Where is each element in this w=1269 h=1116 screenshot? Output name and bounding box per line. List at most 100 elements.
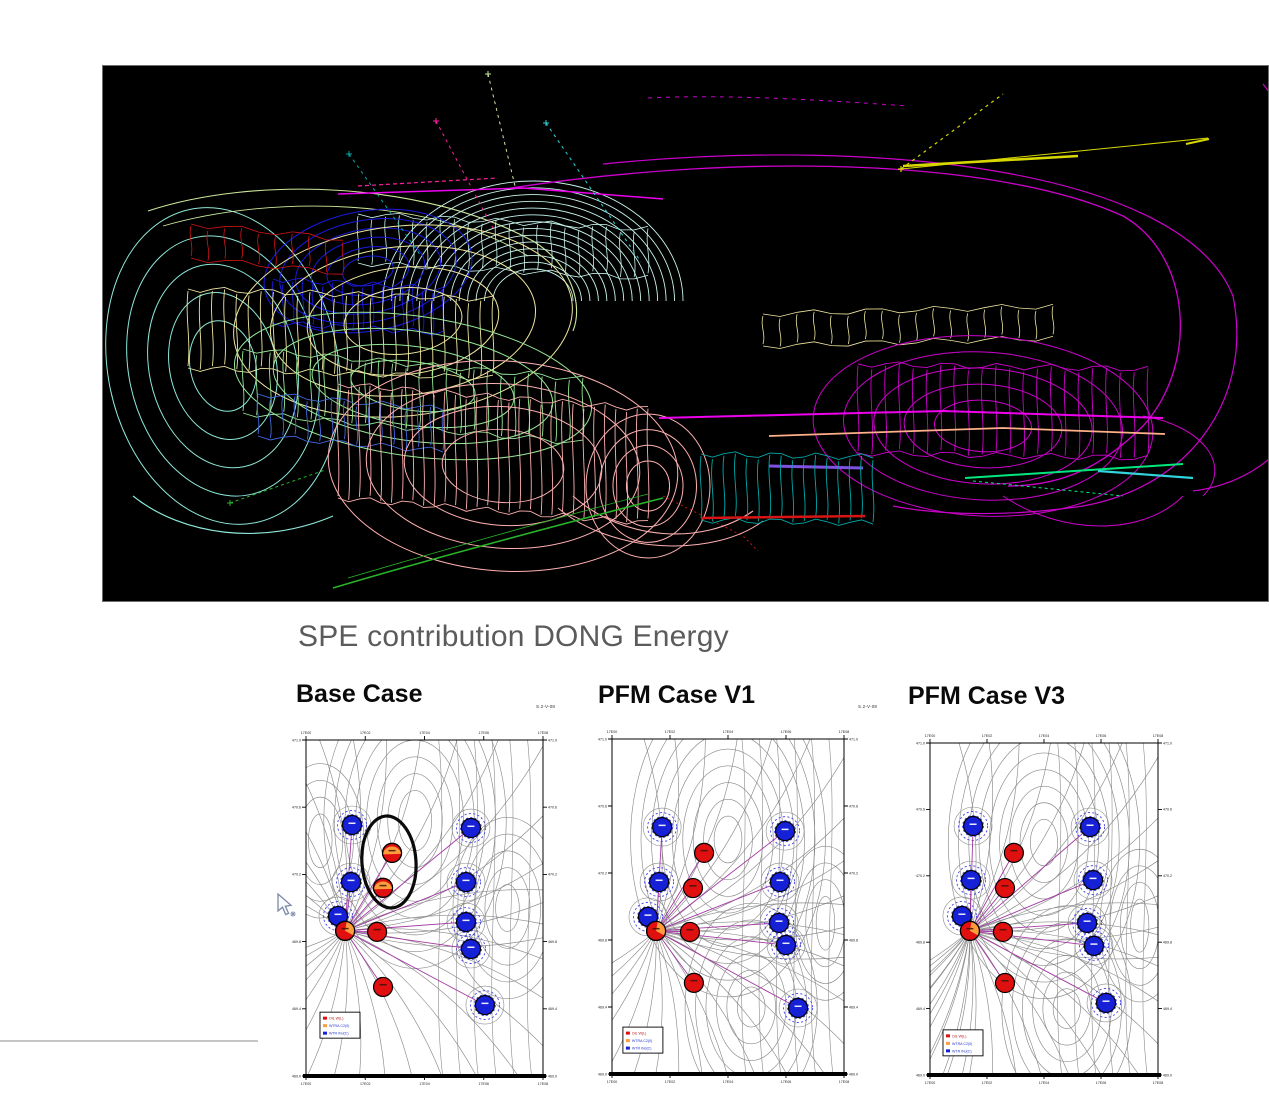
svg-text:17E08: 17E08 xyxy=(1153,734,1163,738)
injector-well xyxy=(455,912,477,933)
injector-halo xyxy=(1091,988,1121,1018)
injector-well xyxy=(960,870,982,891)
svg-text:WTR INJ(C): WTR INJ(C) xyxy=(632,1047,652,1051)
plot-pfm-v1: OIL W(L)WTRA C2(0)WTR INJ(C)17E0017E0017… xyxy=(598,730,858,1084)
svg-text:471.0: 471.0 xyxy=(849,737,858,741)
injector-well xyxy=(787,997,809,1019)
svg-text:WTR INJ(C): WTR INJ(C) xyxy=(329,1032,349,1036)
wells xyxy=(327,814,496,1016)
injector-well xyxy=(1079,816,1101,838)
svg-text:470.6: 470.6 xyxy=(292,806,301,810)
streamlines xyxy=(306,740,543,1076)
injector-halo xyxy=(1095,992,1117,1014)
svg-text:17E06: 17E06 xyxy=(1096,734,1106,738)
svg-text:469.4: 469.4 xyxy=(1163,1007,1172,1011)
svg-text:469.0: 469.0 xyxy=(1163,1073,1172,1077)
injector-halo xyxy=(775,934,797,956)
producer-well xyxy=(683,972,704,993)
injector-well xyxy=(1082,870,1104,891)
injector-well xyxy=(768,912,790,934)
svg-text:470.2: 470.2 xyxy=(1163,874,1172,878)
svg-text:469.8: 469.8 xyxy=(1163,941,1172,945)
svg-text:470.6: 470.6 xyxy=(916,808,925,812)
plot-base-case: OIL W(L)WTRA C2(0)WTR INJ(C)17E0017E0017… xyxy=(292,731,557,1086)
injector-halo xyxy=(456,934,486,964)
producer-well xyxy=(679,921,701,943)
plot-stamp-base-case: S.2-V-08 xyxy=(536,704,556,709)
producer-well xyxy=(1003,842,1025,863)
svg-text:469.0: 469.0 xyxy=(598,1072,607,1076)
svg-text:469.8: 469.8 xyxy=(598,938,607,942)
plot-legend: OIL W(L) WTRA C2(0) WTR INJ(C) xyxy=(622,1026,664,1054)
well-connectors xyxy=(647,827,799,1009)
injector-halo xyxy=(455,911,477,934)
producer-well xyxy=(992,921,1014,943)
well-connectors xyxy=(337,824,486,1006)
slide-title: SPE contribution DONG Energy xyxy=(298,620,729,653)
mouse-cursor xyxy=(277,893,296,917)
producer-well xyxy=(994,877,1016,899)
injector-well xyxy=(962,815,984,837)
svg-text:17E04: 17E04 xyxy=(419,731,429,735)
svg-text:469.8: 469.8 xyxy=(916,941,925,945)
svg-text:WTRA C2(0): WTRA C2(0) xyxy=(329,1024,349,1028)
svg-text:17E08: 17E08 xyxy=(839,1080,849,1084)
producer-well xyxy=(694,842,715,864)
svg-text:17E02: 17E02 xyxy=(665,1080,675,1084)
svg-text:17E08: 17E08 xyxy=(538,1082,548,1086)
injector-well xyxy=(460,938,482,960)
injector-halo xyxy=(787,997,810,1019)
svg-text:17E02: 17E02 xyxy=(982,1081,992,1085)
svg-text:WTR INJ(C): WTR INJ(C) xyxy=(952,1049,972,1053)
svg-text:469.4: 469.4 xyxy=(598,1005,607,1009)
cursor-arrow xyxy=(277,893,293,916)
svg-text:17E02: 17E02 xyxy=(360,1082,370,1086)
injector-well xyxy=(1083,935,1105,956)
svg-text:OIL W(L): OIL W(L) xyxy=(632,1032,646,1036)
injector-halo xyxy=(460,938,482,960)
injector-well xyxy=(460,817,482,839)
plot-stamp-pfm-v1: S.2-V-08 xyxy=(858,704,878,709)
streamline-art-layers xyxy=(105,71,1268,589)
svg-text:470.2: 470.2 xyxy=(849,871,858,875)
svg-text:WTRA C2(0): WTRA C2(0) xyxy=(632,1039,652,1043)
svg-text:470.6: 470.6 xyxy=(548,806,557,810)
svg-text:470.2: 470.2 xyxy=(548,873,557,877)
injector-halo xyxy=(770,816,801,847)
svg-text:17E00: 17E00 xyxy=(925,1081,935,1085)
svg-text:17E00: 17E00 xyxy=(925,734,935,738)
producer-well xyxy=(682,877,704,899)
svg-text:17E06: 17E06 xyxy=(479,731,489,735)
svg-text:17E06: 17E06 xyxy=(479,1082,489,1086)
svg-text:470.2: 470.2 xyxy=(292,873,301,877)
svg-text:17E00: 17E00 xyxy=(301,731,311,735)
svg-text:17E00: 17E00 xyxy=(607,1080,617,1084)
svg-text:17E04: 17E04 xyxy=(723,730,733,734)
plot-legend: OIL W(L) WTRA C2(0) WTR INJ(C) xyxy=(942,1029,984,1057)
injector-well xyxy=(769,871,791,893)
svg-text:471.0: 471.0 xyxy=(916,741,925,745)
svg-text:17E04: 17E04 xyxy=(419,1082,429,1086)
streamline-art xyxy=(105,71,1268,589)
injector-halo xyxy=(637,905,659,928)
injector-halo xyxy=(771,930,801,960)
producer-well xyxy=(372,976,394,998)
axis-ticks: 17E00 17E00 17E02 17E02 17E04 17E04 17E06 17E06… xyxy=(598,730,858,1084)
injector-halo xyxy=(962,815,985,837)
svg-text:17E08: 17E08 xyxy=(839,730,849,734)
svg-text:17E02: 17E02 xyxy=(982,734,992,738)
injector-halo xyxy=(451,907,481,938)
streamline-viz-panel xyxy=(102,65,1269,602)
axis-ticks: 17E00 17E00 17E02 17E02 17E04 17E04 17E06 17E06… xyxy=(292,731,557,1086)
injector-well xyxy=(652,817,673,838)
svg-text:470.2: 470.2 xyxy=(598,871,607,875)
svg-text:17E06: 17E06 xyxy=(781,730,791,734)
svg-text:469.0: 469.0 xyxy=(292,1074,301,1078)
producer-well xyxy=(994,972,1016,994)
wells xyxy=(951,815,1117,1014)
svg-text:470.6: 470.6 xyxy=(598,804,607,808)
svg-text:469.8: 469.8 xyxy=(292,940,301,944)
injector-well xyxy=(340,872,362,893)
svg-text:469.0: 469.0 xyxy=(548,1074,557,1078)
